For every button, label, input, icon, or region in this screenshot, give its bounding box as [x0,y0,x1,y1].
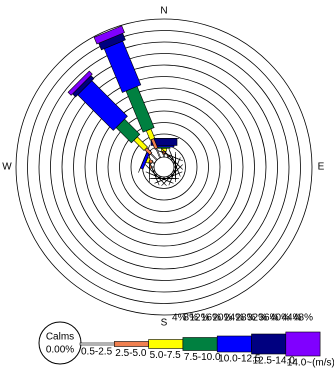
legend-label: 10.0-12.5 [218,354,261,365]
legend-swatch [251,333,287,355]
legend-swatch [114,341,149,347]
legend-label: 7.5-10.0 [184,352,221,363]
r-tick-label: 48% [293,313,313,324]
legend-label: 12.5-14.0 [253,356,296,367]
r-tick-label: 4% [172,313,187,324]
rose-segment [161,164,183,186]
legend-swatch [216,335,252,353]
legend-label: 14.0~(m/s) [287,358,334,369]
grid-ring [38,41,290,293]
grid-ring [84,87,244,247]
grid-ring [61,64,267,270]
rose-segment [155,147,162,159]
r-tick-label: 44% [281,313,301,324]
rose-segment [154,171,183,184]
grid-ring [107,110,221,224]
calms-value: 0.00% [46,345,74,356]
rose-segment [133,136,148,151]
direction-label: E [318,162,325,173]
rose-segment [93,25,125,45]
calms-box [38,321,82,365]
r-tick-label: 40% [270,313,290,324]
legend-label: 2.5-5.0 [115,348,147,359]
rose-segment [168,148,181,177]
r-tick-label: 32% [247,313,267,324]
legend-label: 0.5-2.5 [81,347,113,358]
r-tick-label: 28% [235,313,255,324]
legend-swatch [148,339,184,349]
r-tick-label: 36% [258,313,278,324]
direction-label: N [160,6,167,17]
legend-swatch [79,342,115,346]
rose-segment [168,157,181,186]
grid-ring [130,133,198,201]
grid-ring [96,99,232,235]
rose-segment [150,166,155,168]
rose-segment [138,144,151,173]
rose-segment [161,148,183,170]
calms-title: Calms [46,332,74,343]
r-tick-label: 16% [201,313,221,324]
direction-label: W [2,162,12,173]
rose-segment [145,164,167,186]
r-tick-label: 8% [184,313,199,324]
rose-segment [163,153,165,158]
rose-segment [145,171,174,184]
rose-segment [103,40,142,93]
grid-ring [50,53,278,281]
r-tick-label: 12% [189,313,209,324]
r-tick-label: 20% [212,313,232,324]
rose-segment [150,153,158,161]
direction-label: S [161,318,168,329]
grid-ring [119,122,209,212]
grid-ring [27,30,301,304]
legend-swatch [182,337,218,351]
legend-label: 5.0-7.5 [150,350,182,361]
legend-swatch [285,331,321,357]
rose-segment [67,70,93,96]
grid-ring [15,18,313,316]
r-tick-label: 24% [224,313,244,324]
grid-ring [73,76,255,258]
